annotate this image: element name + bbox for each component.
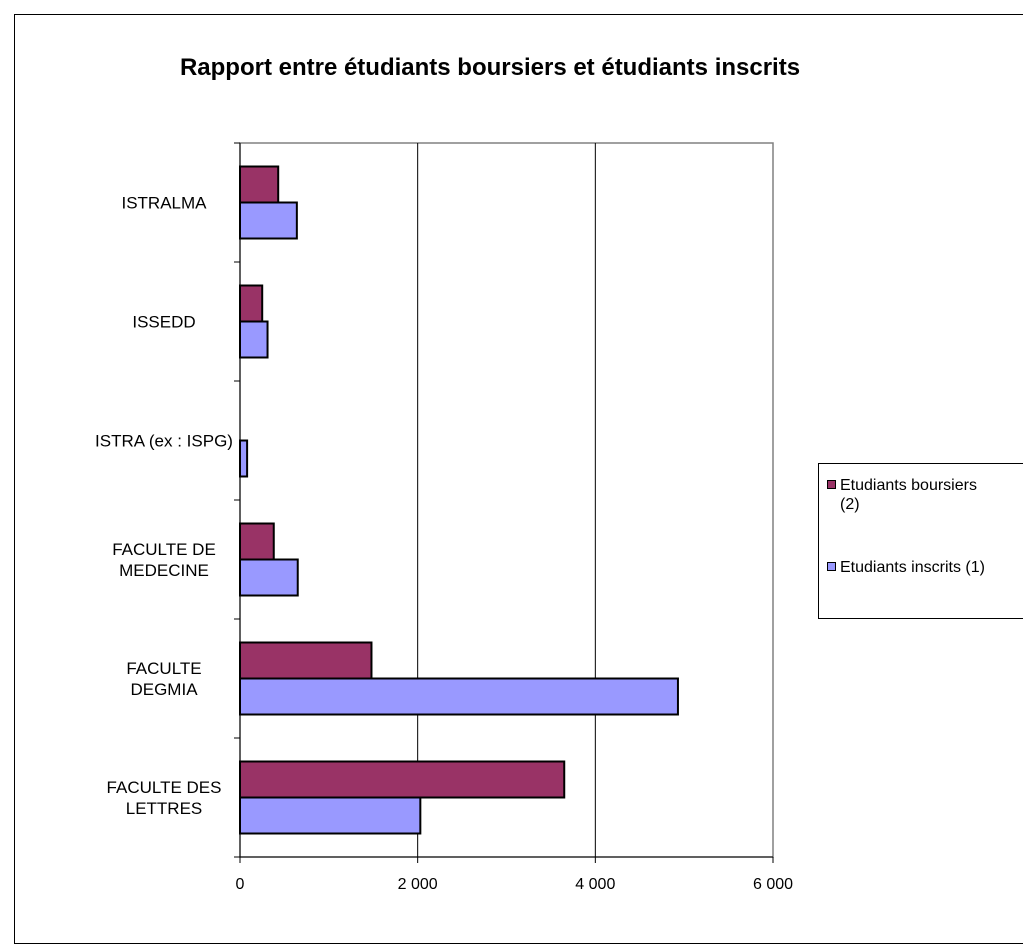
x-tick-label: 0 <box>236 876 245 893</box>
x-tick-label: 2 000 <box>398 876 438 893</box>
category-label-line: FACULTE DE <box>112 540 216 559</box>
legend-label-inscrits: Etudiants inscrits (1) <box>840 559 985 576</box>
bar <box>239 320 269 359</box>
category-label: ISSEDD <box>132 313 195 332</box>
category-label: FACULTE DES LETTRES <box>107 778 222 818</box>
bar <box>239 760 566 799</box>
bar <box>239 558 299 597</box>
x-tick-label: 4 000 <box>575 876 615 893</box>
x-tick-label: 6 000 <box>753 876 793 893</box>
bar <box>239 677 679 716</box>
category-label-line: ISTRA (ex : ISPG) <box>95 432 233 451</box>
legend-label-boursiers: Etudiants boursiers (2) <box>840 476 1023 514</box>
category-label-line: ISSEDD <box>132 313 195 332</box>
legend-swatch-inscrits <box>827 562 836 571</box>
category-label-line: MEDECINE <box>119 561 209 580</box>
plot-area <box>239 142 774 858</box>
category-label-line: DEGMIA <box>130 680 198 699</box>
category-label-line: FACULTE DES <box>107 778 222 797</box>
bar <box>239 165 280 204</box>
category-label: ISTRALMA <box>121 194 207 213</box>
bar <box>239 439 249 478</box>
category-label-line: ISTRALMA <box>121 194 207 213</box>
bar <box>239 284 264 323</box>
legend-label-boursiers-line1: Etudiants boursiers <box>840 477 977 494</box>
category-label: ISTRA (ex : ISPG) <box>95 432 233 451</box>
bar <box>239 522 275 561</box>
category-label: FACULTE DE MEDECINE <box>112 540 216 580</box>
bar <box>239 796 422 835</box>
category-label: FACULTE DEGMIA <box>126 659 201 699</box>
bar <box>239 201 298 240</box>
bar <box>239 641 373 680</box>
chart-title: Rapport entre étudiants boursiers et étu… <box>179 54 801 81</box>
legend: Etudiants boursiers (2) Etudiants inscri… <box>818 463 1023 619</box>
category-label-line: LETTRES <box>126 799 203 818</box>
legend-label-boursiers-line2: (2) <box>840 496 860 513</box>
legend-swatch-boursiers <box>827 480 836 489</box>
category-label-line: FACULTE <box>126 659 201 678</box>
